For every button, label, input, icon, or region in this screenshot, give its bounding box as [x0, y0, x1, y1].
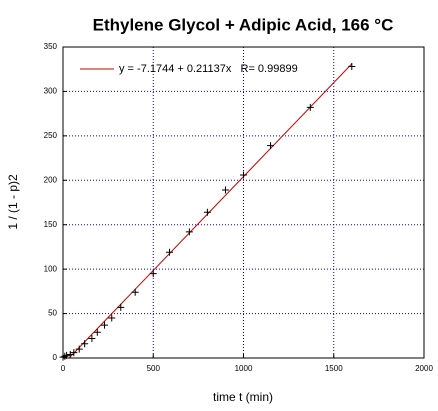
y-tick-label: 150 — [44, 220, 58, 229]
x-tick-label: 2000 — [415, 364, 433, 373]
point — [101, 321, 109, 329]
point — [59, 353, 67, 361]
point — [81, 340, 89, 348]
point — [66, 350, 74, 358]
x-tick-label: 0 — [61, 364, 66, 373]
y-tick-label: 100 — [44, 264, 58, 273]
point — [88, 334, 96, 342]
point — [149, 270, 157, 278]
point — [165, 248, 173, 256]
plot-frame — [62, 46, 425, 359]
y-tick-label: 50 — [48, 309, 57, 318]
point — [348, 63, 356, 71]
legend-text: y = -7.1744 + 0.21137x R= 0.99899 — [119, 63, 298, 75]
x-tick-label: 1000 — [235, 364, 253, 373]
point — [185, 228, 193, 236]
point — [75, 345, 83, 353]
x-tick-label: 1500 — [325, 364, 343, 373]
fit-line — [68, 63, 353, 359]
y-tick-label: 0 — [53, 353, 58, 362]
point — [117, 303, 125, 311]
point — [93, 328, 101, 336]
x-tick-label: 500 — [147, 364, 161, 373]
y-tick-label: 350 — [44, 42, 58, 51]
y-tick-label: 300 — [44, 87, 58, 96]
y-tick-label: 250 — [44, 131, 58, 140]
x-axis-label: time t (min) — [213, 390, 273, 404]
point — [108, 314, 116, 322]
point — [267, 142, 275, 150]
point — [203, 208, 211, 216]
y-axis-label: 1 / (1 - p)2 — [6, 174, 20, 230]
point — [306, 103, 314, 111]
point — [221, 186, 229, 194]
point — [240, 171, 247, 179]
point — [131, 288, 139, 296]
point — [63, 351, 71, 359]
chart-title: Ethylene Glycol + Adipic Acid, 166 °C — [93, 15, 394, 34]
y-tick-label: 200 — [44, 175, 58, 184]
point — [61, 352, 69, 360]
point — [70, 349, 78, 357]
